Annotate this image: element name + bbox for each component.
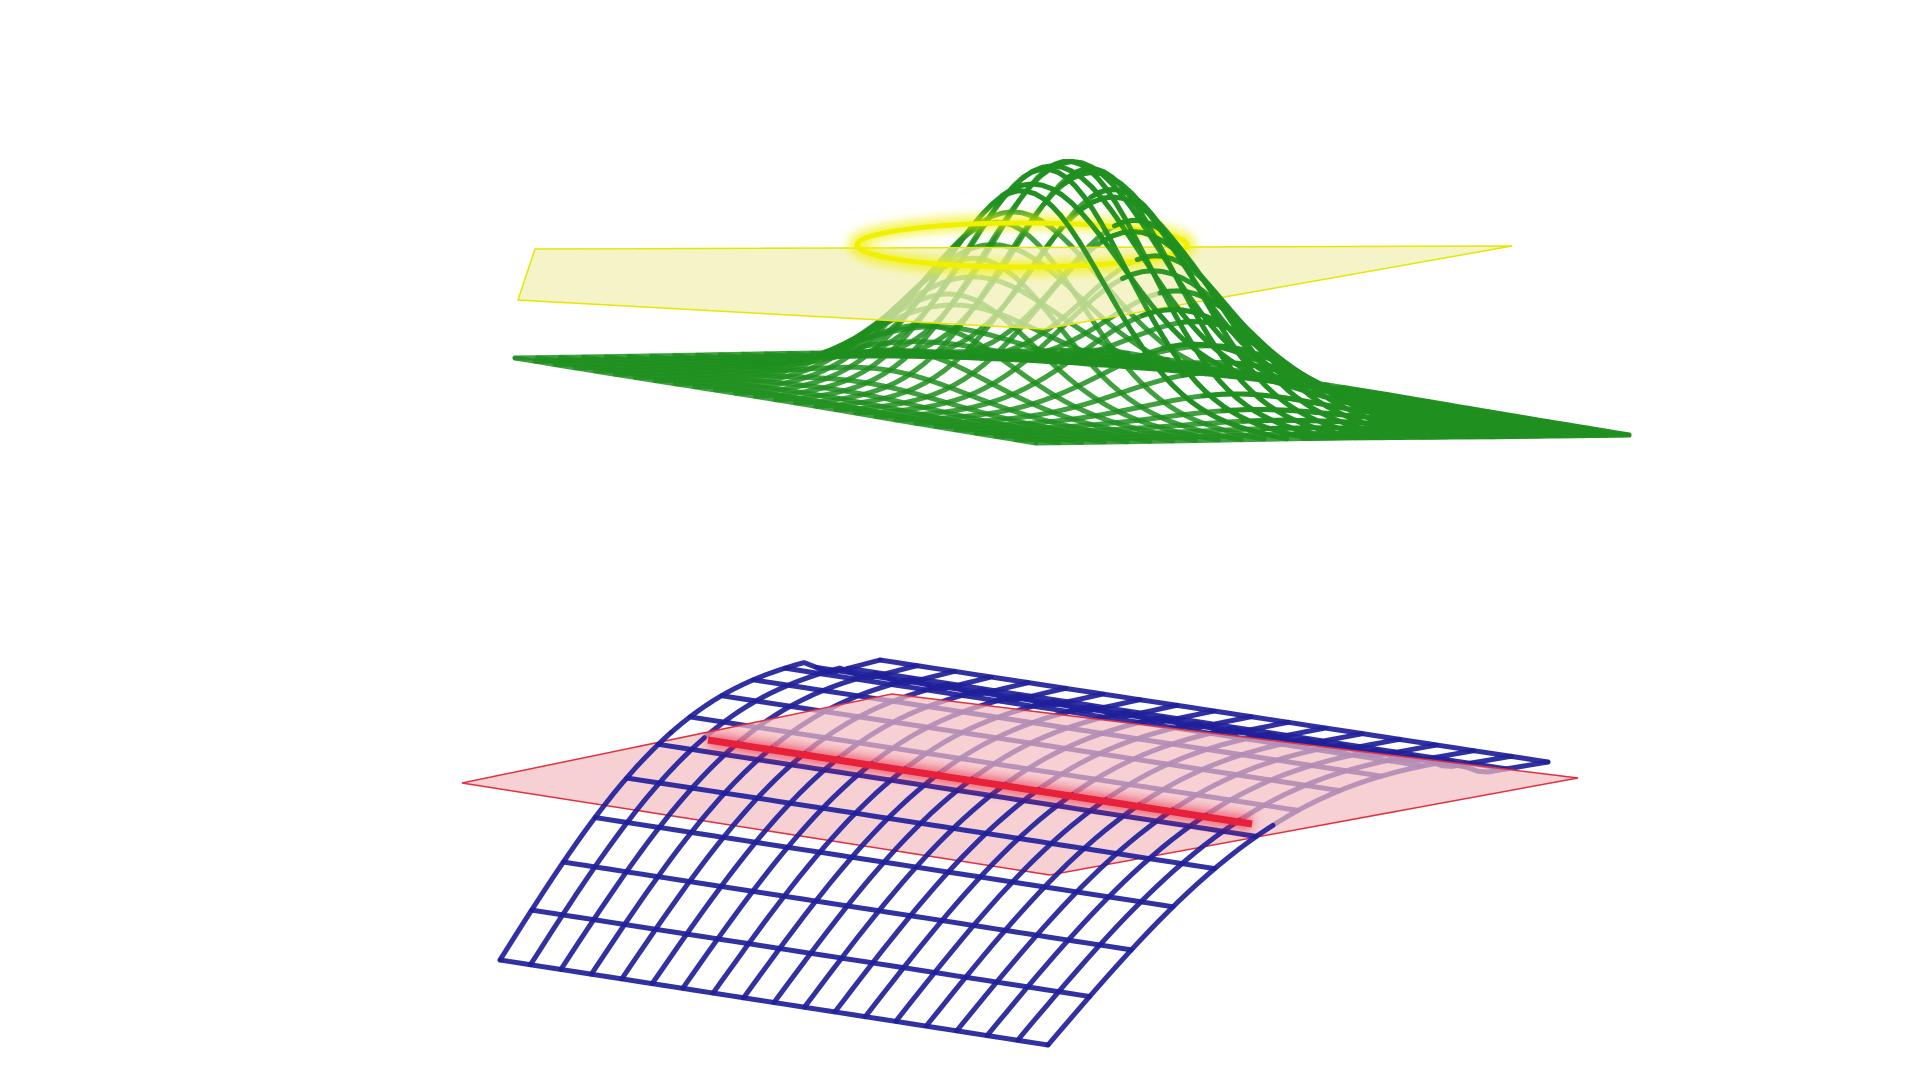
ridge-grid-line — [1015, 817, 1243, 1043]
ridge-grid-line — [984, 812, 1209, 1039]
ridge-grid-line — [680, 761, 875, 991]
gaussian-grid-line — [1340, 384, 1632, 438]
ridge-grid-line — [1045, 822, 1276, 1048]
ridge-grid-line — [741, 771, 942, 1001]
ridge-grid-line — [893, 797, 1109, 1024]
yellow-level-set-circle — [854, 220, 1190, 270]
gaussian-grid-line — [997, 188, 1290, 442]
ridge-grid-line — [497, 730, 674, 963]
ridge-grid-line — [527, 735, 707, 968]
ridge-grid-line — [771, 776, 975, 1005]
ridge-grid-line — [954, 807, 1176, 1034]
gaussian-grid-line — [1317, 384, 1609, 438]
gaussian-surface-front — [997, 159, 1632, 442]
ridge-surface-front — [497, 730, 1276, 1048]
ridge-grid-line — [619, 750, 808, 982]
ridge-grid-line — [923, 802, 1142, 1029]
gaussian-diagram — [512, 159, 1632, 446]
gaussian-grid-line — [1260, 425, 1592, 432]
ridge-grid-line — [588, 745, 774, 977]
yellow-cutting-plane — [516, 245, 1513, 330]
ridge-diagram — [461, 657, 1579, 1048]
gaussian-grid-line — [1300, 432, 1632, 441]
ridge-grid-line — [710, 766, 908, 996]
ridge-grid-line — [558, 740, 741, 972]
red-level-set-line — [707, 736, 1253, 828]
ridge-grid-line — [801, 781, 1008, 1010]
ridge-grid-line — [832, 786, 1042, 1015]
ridge-grid-line — [862, 791, 1075, 1020]
gaussian-grid-line — [1280, 429, 1612, 437]
ridge-grid-line — [649, 755, 841, 987]
